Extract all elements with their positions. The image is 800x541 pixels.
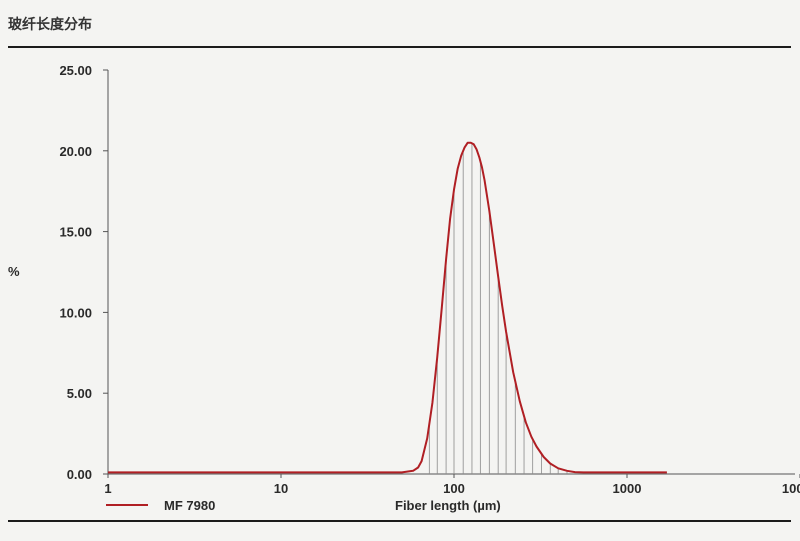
x-axis-label: Fiber length (µm)	[395, 498, 501, 513]
x-tick-label: 1000	[613, 481, 642, 496]
y-tick-label: 15.00	[59, 225, 92, 240]
bottom-divider	[8, 520, 791, 522]
page-title: 玻纤长度分布	[8, 16, 92, 32]
y-axis-label: %	[8, 264, 20, 279]
top-divider	[8, 46, 791, 48]
y-tick-label: 0.00	[67, 467, 92, 482]
y-tick-label: 20.00	[59, 144, 92, 159]
series-lines	[108, 141, 667, 474]
y-tick-label: 25.00	[59, 63, 92, 78]
x-tick-label: 1	[104, 481, 111, 496]
legend-label: MF 7980	[164, 498, 215, 513]
y-tick-labels: 0.00 5.00 10.00 15.00 20.00 25.00	[59, 63, 108, 482]
drop-lines	[428, 143, 568, 474]
y-tick-label: 5.00	[67, 386, 92, 401]
legend: MF 7980	[106, 498, 215, 513]
x-tick-label: 10000	[782, 481, 800, 496]
x-tick-label: 100	[443, 481, 465, 496]
series-line-mf-7980	[108, 141, 667, 474]
x-tick-labels: 1 10 100 1000 10000	[104, 474, 800, 496]
y-tick-label: 10.00	[59, 305, 92, 320]
x-tick-label: 10	[274, 481, 288, 496]
